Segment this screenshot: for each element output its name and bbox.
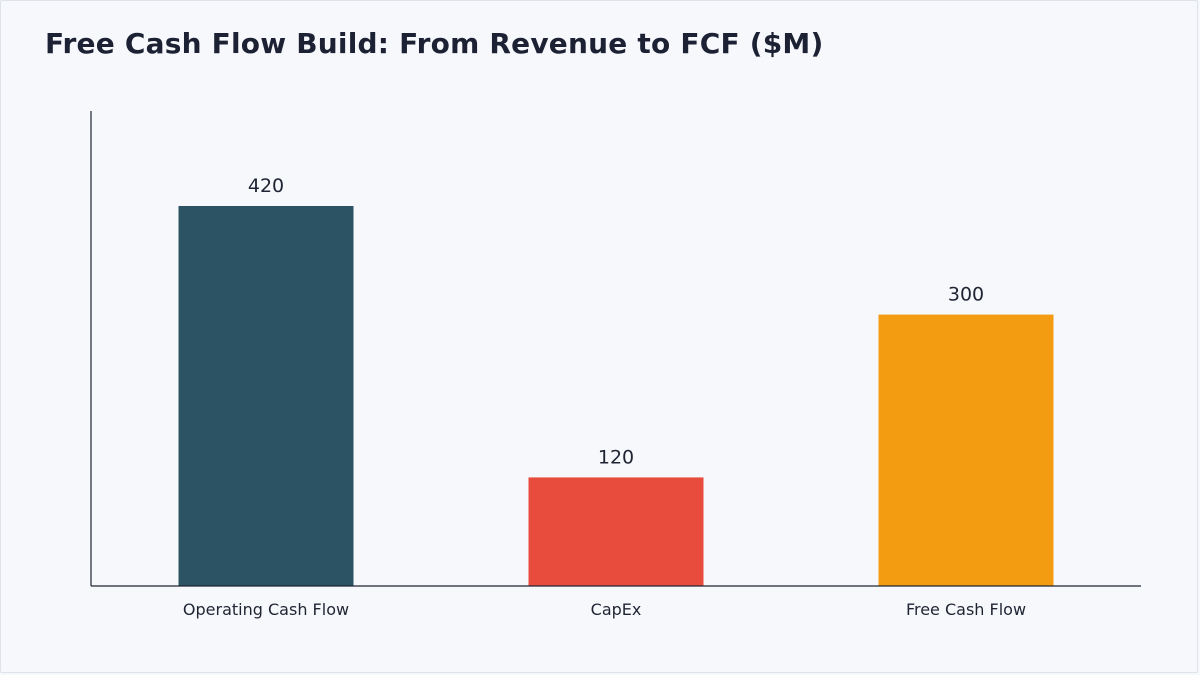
bar-capex bbox=[528, 477, 704, 586]
bar-free-cash-flow bbox=[878, 314, 1054, 586]
value-label: 300 bbox=[948, 284, 984, 306]
category-label: Operating Cash Flow bbox=[183, 600, 349, 619]
value-label: 120 bbox=[598, 446, 634, 468]
bar-operating-cash-flow bbox=[178, 206, 354, 586]
category-label: Free Cash Flow bbox=[906, 600, 1026, 619]
category-label: CapEx bbox=[591, 600, 642, 619]
bars-group: 420 Operating Cash Flow 120 CapEx 300 Free Ca… bbox=[178, 175, 1054, 619]
chart-title: Free Cash Flow Build: From Revenue to FC… bbox=[45, 27, 824, 60]
value-label: 420 bbox=[248, 175, 284, 197]
